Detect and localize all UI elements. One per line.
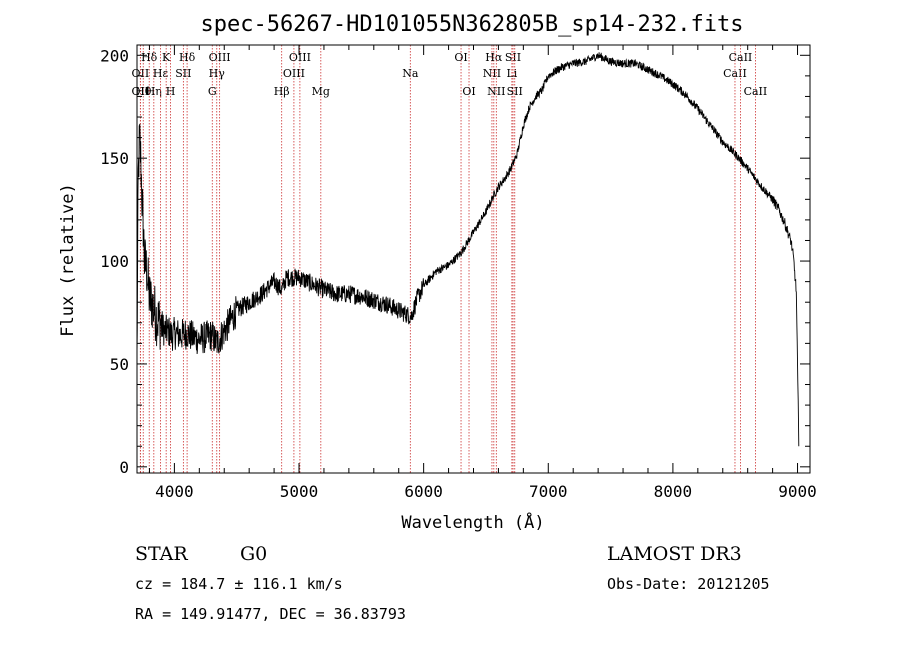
- spectral-line-label-27: CaII: [729, 51, 753, 64]
- redshift-cz: cz = 184.7 ± 116.1 km/s: [135, 575, 343, 593]
- spectral-line-label-19: OI: [462, 85, 475, 98]
- spectral-line-label-18: OI: [454, 51, 467, 64]
- coordinates: RA = 149.91477, DEC = 36.83793: [135, 605, 406, 623]
- spectral-line-label-11: Hγ: [209, 67, 226, 80]
- spectral-line-label-6: K: [162, 51, 171, 64]
- x-tick-label-9000: 9000: [778, 482, 817, 501]
- spectral-line-label-16: Mg: [312, 85, 330, 98]
- y-tick-label-50: 50: [110, 355, 129, 374]
- y-tick-label-200: 200: [100, 46, 129, 65]
- spectral-line-label-14: OIII: [283, 67, 305, 80]
- spectrum-line: [136, 52, 800, 447]
- object-subclass: G0: [240, 543, 267, 565]
- spectral-line-markers: OIIOIIHθHηHδHεKHSIIHδGHγOIIIHβOIIIOIIIMg…: [132, 45, 768, 473]
- plot-frame: [136, 44, 811, 474]
- spectral-line-label-4: Hδ: [141, 51, 158, 64]
- spectral-line-label-10: G: [208, 85, 217, 98]
- x-tick-label-7000: 7000: [529, 482, 568, 501]
- spectral-line-label-3: Hη: [146, 85, 162, 98]
- x-axis-ticks: 4000 5000 6000 7000 8000 9000: [148, 45, 817, 501]
- spectral-line-label-9: Hδ: [179, 51, 196, 64]
- x-axis-label: Wavelength (Å): [401, 511, 544, 533]
- spectral-line-label-23: SII: [505, 51, 521, 64]
- spectral-line-label-21: Hα: [485, 51, 503, 64]
- obs-date: Obs-Date: 20121205: [607, 575, 770, 593]
- object-type: STAR: [135, 543, 188, 565]
- spectral-line-label-22: NII: [487, 85, 505, 98]
- spectral-line-label-15: OIII: [289, 51, 311, 64]
- spectral-line-label-1: OII: [132, 85, 150, 98]
- x-tick-label-6000: 6000: [404, 482, 443, 501]
- chart-title: spec-56267-HD101055N362805B_sp14-232.fit…: [200, 12, 743, 37]
- x-tick-label-8000: 8000: [654, 482, 693, 501]
- y-axis-label: Flux (relative): [58, 183, 78, 337]
- x-tick-label-4000: 4000: [155, 482, 194, 501]
- spectral-line-label-8: SII: [175, 67, 191, 80]
- y-tick-label-150: 150: [100, 149, 129, 168]
- spectral-line-label-20: NII: [483, 67, 501, 80]
- spectral-line-label-2: Hθ: [135, 85, 152, 98]
- spectral-line-label-17: Na: [402, 67, 419, 80]
- spectral-line-label-12: OIII: [209, 51, 231, 64]
- y-tick-label-0: 0: [119, 458, 129, 477]
- spectral-line-label-7: H: [166, 85, 176, 98]
- y-tick-label-100: 100: [100, 252, 129, 271]
- spectral-line-label-13: Hβ: [274, 85, 290, 98]
- survey-name: LAMOST DR3: [607, 543, 742, 565]
- spectral-line-label-24: Li: [506, 67, 517, 80]
- spectrum-series: [136, 52, 800, 447]
- spectral-line-label-26: CaII: [723, 67, 747, 80]
- x-tick-label-5000: 5000: [280, 482, 319, 501]
- spectral-line-label-5: Hε: [153, 67, 169, 80]
- y-axis-ticks: 0 50 100 150 200: [100, 46, 810, 477]
- spectral-line-label-25: SII: [507, 85, 523, 98]
- spectral-line-label-28: CaII: [744, 85, 768, 98]
